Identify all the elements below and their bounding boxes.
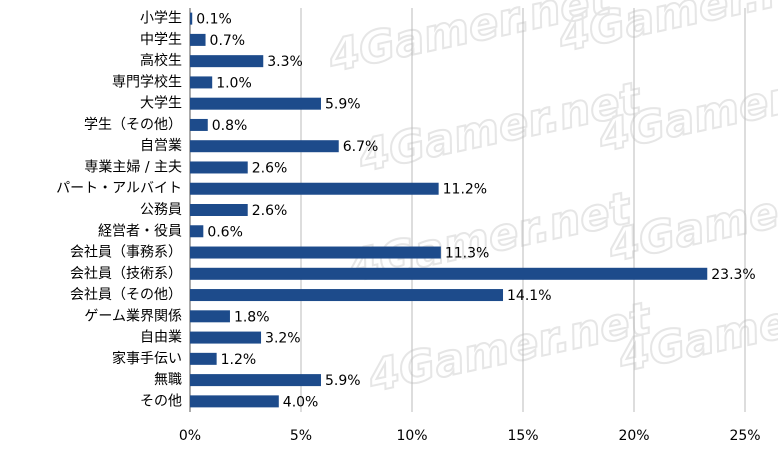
value-label: 1.2% xyxy=(221,352,257,368)
y-tick-label: 自由業 xyxy=(140,330,182,346)
watermark: 4Gamer.net xyxy=(363,293,657,403)
value-label: 0.1% xyxy=(196,12,232,28)
bar xyxy=(190,12,193,25)
y-tick-label: 経営者・役員 xyxy=(98,223,182,239)
x-tick-label: 15% xyxy=(507,428,538,444)
value-label: 11.2% xyxy=(443,182,487,198)
bar xyxy=(190,140,339,153)
y-tick-label: 高校生 xyxy=(140,52,182,69)
bar xyxy=(190,55,264,68)
bar xyxy=(190,395,279,408)
x-tick-label: 5% xyxy=(290,428,312,444)
x-tick-label: 10% xyxy=(396,428,427,444)
x-tick-label: 0% xyxy=(179,428,201,444)
value-label: 1.0% xyxy=(216,75,252,91)
value-label: 2.6% xyxy=(252,160,288,176)
y-tick-label: 会社員（その他） xyxy=(70,287,182,303)
bar xyxy=(190,331,262,344)
x-tick-label: 25% xyxy=(729,428,760,444)
y-tick-label: ゲーム業界関係 xyxy=(84,308,182,324)
y-tick-label: 学生（その他） xyxy=(84,117,182,133)
y-tick-label: 会社員（事務系） xyxy=(70,245,182,261)
value-label: 5.9% xyxy=(325,97,361,113)
y-tick-label: 無職 xyxy=(154,372,182,388)
bar xyxy=(190,161,248,174)
bar xyxy=(190,289,504,302)
value-label: 0.6% xyxy=(207,224,243,240)
x-tick-label: 20% xyxy=(618,428,649,444)
bar xyxy=(190,310,230,323)
value-label: 5.9% xyxy=(325,373,361,389)
y-tick-label: 会社員（技術系） xyxy=(70,266,182,282)
bar xyxy=(190,374,321,387)
value-label: 2.6% xyxy=(252,203,288,219)
bar xyxy=(190,352,217,365)
value-label: 23.3% xyxy=(711,267,755,283)
bar xyxy=(190,204,248,216)
watermark: 4Gamer.net xyxy=(593,53,778,163)
y-tick-label: 小学生 xyxy=(140,11,182,27)
watermark: 4Gamer.net xyxy=(553,0,778,63)
bar xyxy=(190,33,206,46)
value-label: 0.7% xyxy=(210,33,246,49)
value-label: 14.1% xyxy=(507,288,551,304)
bar xyxy=(190,182,439,195)
bar xyxy=(190,97,321,110)
value-label: 4.0% xyxy=(283,394,319,410)
y-tick-label: 専門学校生 xyxy=(112,73,182,90)
value-label: 3.2% xyxy=(265,331,301,347)
bar xyxy=(190,76,213,89)
y-tick-label: パート・アルバイト xyxy=(56,181,182,197)
y-tick-label: その他 xyxy=(140,393,182,409)
bar xyxy=(190,118,208,131)
y-tick-label: 自営業 xyxy=(140,138,182,154)
value-label: 6.7% xyxy=(343,139,379,155)
y-tick-label: 公務員 xyxy=(140,202,182,218)
value-label: 11.3% xyxy=(445,246,489,262)
watermark: 4Gamer.net xyxy=(613,273,778,383)
value-label: 1.8% xyxy=(234,309,270,325)
y-tick-label: 家事手伝い xyxy=(112,350,182,367)
y-tick-label: 専業主婦 / 主夫 xyxy=(84,158,182,175)
value-label: 3.3% xyxy=(267,54,303,70)
bar xyxy=(190,225,204,238)
y-tick-label: 中学生 xyxy=(140,32,182,48)
bar xyxy=(190,246,441,259)
y-tick-label: 大学生 xyxy=(140,96,182,112)
bar xyxy=(190,267,708,280)
watermark: 4Gamer.net xyxy=(603,163,778,273)
value-label: 0.8% xyxy=(212,118,248,134)
